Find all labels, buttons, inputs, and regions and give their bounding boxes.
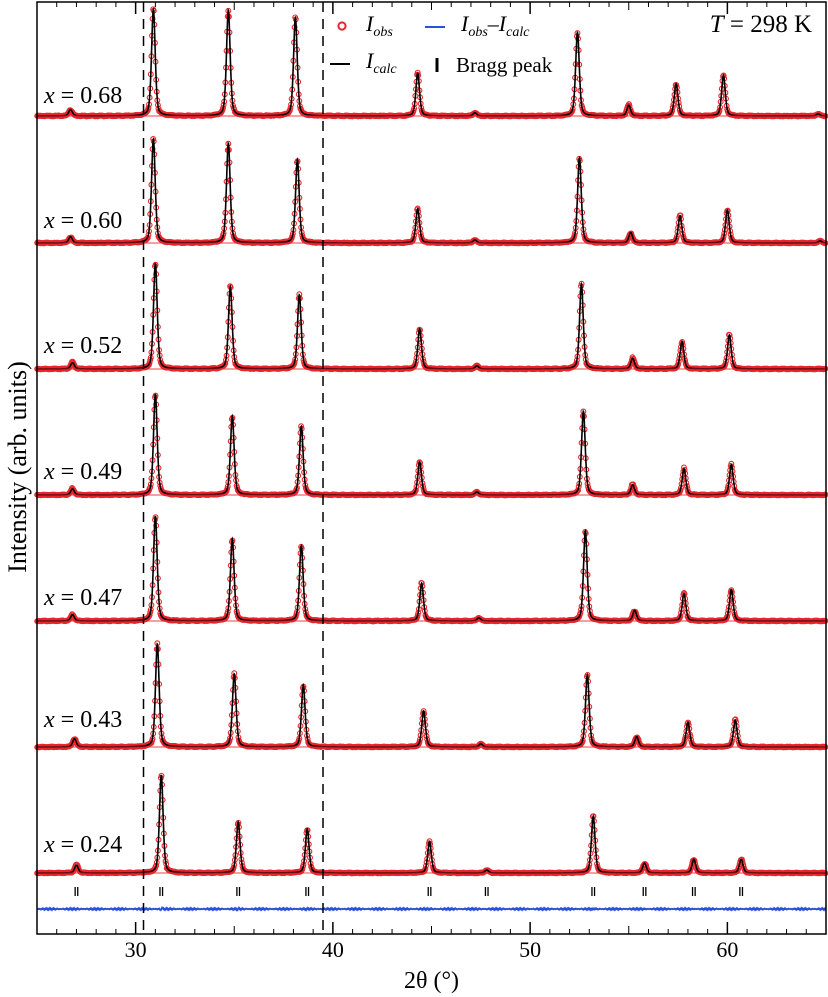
series-4 bbox=[34, 392, 828, 499]
series-2 bbox=[34, 136, 828, 247]
series-3 bbox=[34, 261, 828, 373]
series-1 bbox=[34, 6, 828, 120]
series-layer bbox=[34, 6, 828, 877]
